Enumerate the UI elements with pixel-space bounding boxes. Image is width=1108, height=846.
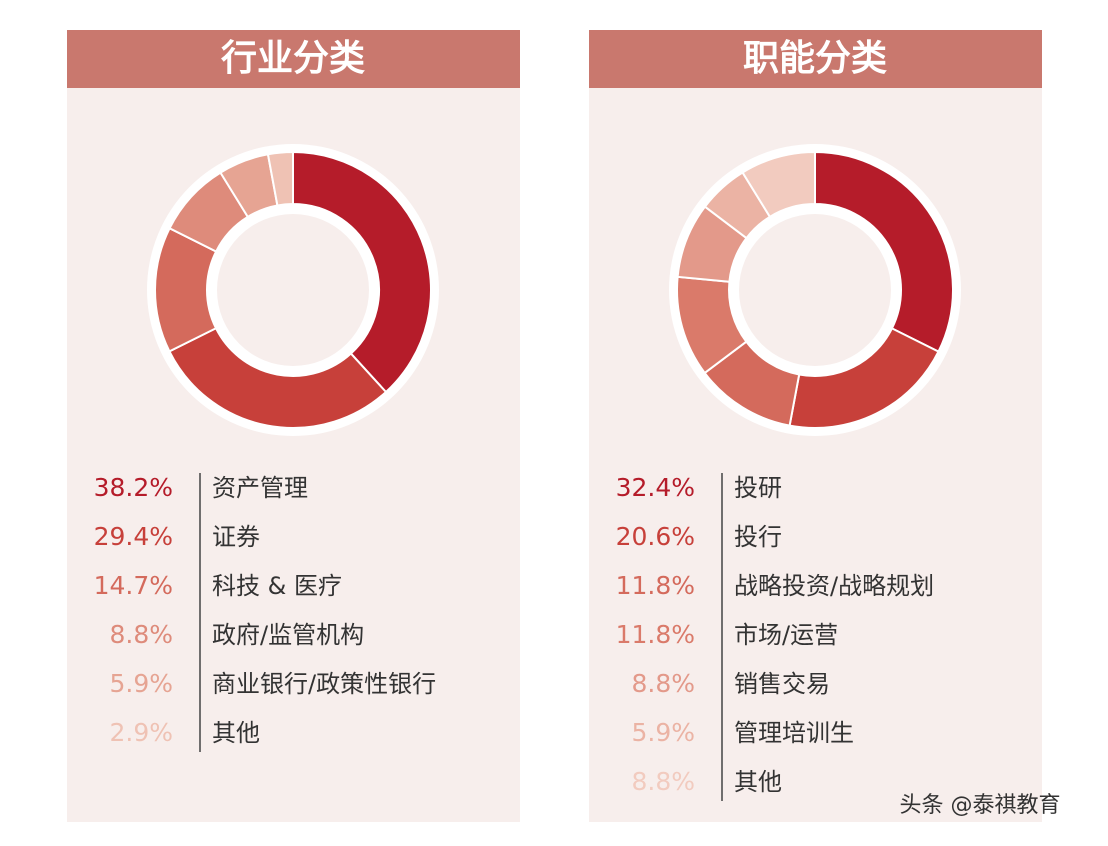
legend-label: 投研 [734, 474, 782, 502]
legend-value: 11.8% [616, 620, 695, 649]
watermark: 头条 @泰祺教育 [900, 793, 1061, 818]
legend-label: 其他 [734, 768, 782, 796]
legend-value: 29.4% [94, 522, 173, 551]
legend-label: 证券 [212, 523, 260, 551]
legend-label: 资产管理 [212, 474, 308, 502]
legend-value: 11.8% [616, 571, 695, 600]
donut-hole [217, 214, 369, 366]
legend-value: 2.9% [109, 718, 173, 747]
legend-value: 5.9% [631, 718, 695, 747]
legend-label: 政府/监管机构 [212, 621, 364, 649]
legend-value: 5.9% [109, 669, 173, 698]
legend-value: 14.7% [94, 571, 173, 600]
legend-label: 管理培训生 [734, 719, 854, 747]
panel-title: 职能分类 [743, 38, 887, 79]
legend-value: 38.2% [94, 473, 173, 502]
header [67, 30, 520, 88]
legend-label: 商业银行/政策性银行 [212, 670, 436, 698]
legend-value: 20.6% [616, 522, 695, 551]
legend-label: 其他 [212, 719, 260, 747]
legend-value: 8.8% [631, 767, 695, 796]
donut-hole [739, 214, 891, 366]
legend-label: 市场/运营 [734, 621, 838, 649]
header [589, 30, 1042, 88]
legend-label: 投行 [734, 523, 782, 551]
legend-value: 32.4% [616, 473, 695, 502]
legend-label: 科技 & 医疗 [212, 572, 342, 600]
legend-label: 战略投资/战略规划 [734, 572, 934, 600]
panel-title: 行业分类 [221, 38, 365, 79]
legend-value: 8.8% [631, 669, 695, 698]
legend-label: 销售交易 [734, 670, 830, 698]
legend-value: 8.8% [109, 620, 173, 649]
